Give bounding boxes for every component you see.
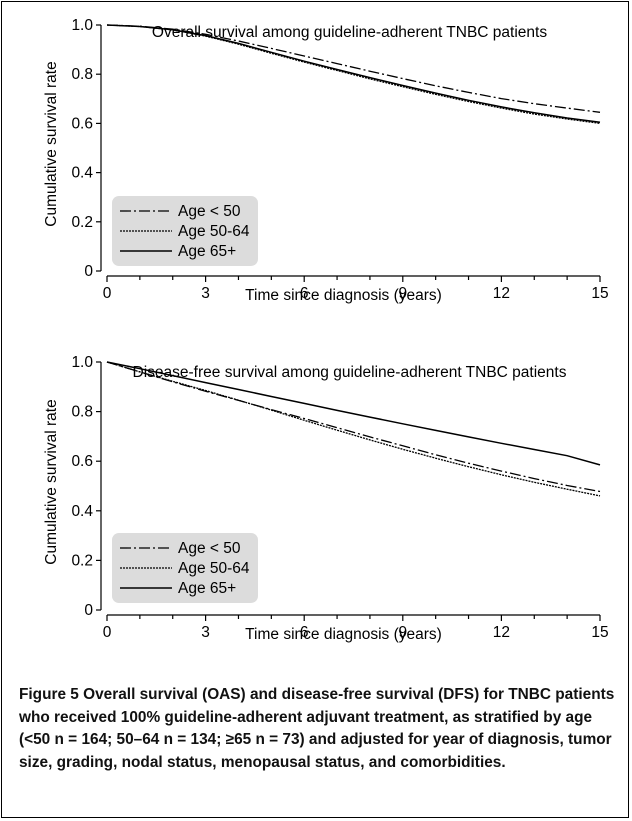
legend-entry: Age 65+	[178, 580, 236, 597]
x-tick-label: 3	[201, 285, 210, 302]
series-line-solid	[106, 361, 601, 466]
y-tick-label: 0.8	[71, 404, 93, 421]
x-tick-label: 12	[493, 624, 510, 641]
series-line-dash-dot	[106, 24, 601, 113]
y-tick-label: 0.2	[71, 552, 93, 569]
figure-caption: Figure 5 Overall survival (OAS) and dise…	[19, 684, 619, 774]
chart-title: Overall survival among guideline-adheren…	[152, 24, 547, 41]
y-tick-label: 0.8	[71, 66, 93, 83]
legend-entry: Age 50-64	[178, 560, 250, 577]
chart-disease-free-survival: Disease-free survival among guideline-ad…	[43, 354, 609, 643]
x-tick-label: 0	[103, 285, 112, 302]
chart-overall-survival: Overall survival among guideline-adheren…	[43, 17, 609, 304]
legend-entry: Age 65+	[178, 243, 236, 260]
x-tick-label: 6	[300, 285, 309, 302]
y-tick-label: 0.4	[71, 165, 93, 182]
series-line-dash-dot	[106, 361, 601, 493]
y-tick-label: 0.2	[71, 214, 93, 231]
y-tick-label: 0	[84, 263, 93, 280]
legend-box	[112, 533, 258, 603]
legend-entry: Age < 50	[178, 203, 241, 220]
caption-text: Overall survival (OAS) and disease-free …	[19, 686, 615, 771]
y-tick-label: 1.0	[71, 17, 93, 34]
x-tick-label: 3	[201, 624, 210, 641]
series-line-solid	[106, 24, 601, 123]
x-tick-label: 12	[493, 285, 510, 302]
legend-box	[112, 196, 258, 266]
x-tick-label: 0	[103, 624, 112, 641]
x-tick-label: 9	[398, 285, 407, 302]
series-line-dotted	[106, 361, 601, 497]
legend-entry: Age < 50	[178, 540, 241, 557]
x-axis-label: Time since diagnosis (years)	[245, 626, 442, 643]
y-tick-label: 0.6	[71, 453, 93, 470]
x-axis-label: Time since diagnosis (years)	[245, 287, 442, 304]
y-tick-label: 0	[84, 602, 93, 619]
y-tick-label: 0.4	[71, 503, 93, 520]
legend-entry: Age 50-64	[178, 223, 250, 240]
y-tick-label: 0.6	[71, 115, 93, 132]
y-axis-label: Cumulative survival rate	[43, 61, 60, 226]
figure-label: Figure 5	[19, 686, 79, 703]
x-tick-label: 6	[300, 624, 309, 641]
chart-title: Disease-free survival among guideline-ad…	[133, 364, 567, 381]
y-tick-label: 1.0	[71, 354, 93, 371]
x-tick-label: 15	[591, 285, 608, 302]
x-tick-label: 15	[591, 624, 608, 641]
y-axis-label: Cumulative survival rate	[43, 399, 60, 564]
x-tick-label: 9	[398, 624, 407, 641]
